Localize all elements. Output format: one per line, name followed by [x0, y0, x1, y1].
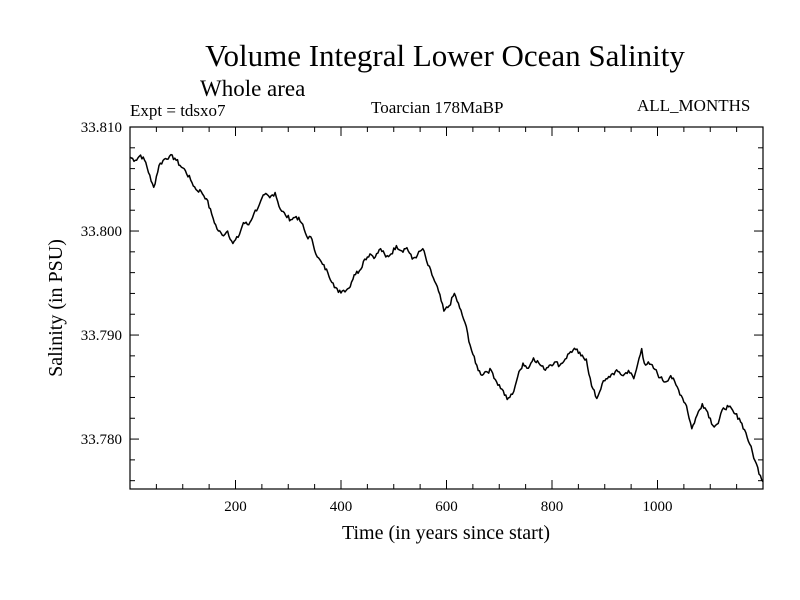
model-label: Toarcian 178MaBP	[371, 98, 504, 117]
x-tick-label: 200	[224, 499, 247, 515]
x-tick-label: 400	[330, 499, 353, 515]
x-axis-title: Time (in years since start)	[342, 522, 550, 544]
y-tick-label: 33.790	[81, 328, 122, 344]
y-tick-label: 33.810	[81, 120, 122, 136]
x-tick-label: 800	[541, 499, 564, 515]
y-axis-title: Salinity (in PSU)	[45, 239, 67, 377]
plot-frame	[129, 126, 764, 490]
x-tick-labels: 200 400 600 800 1000	[224, 499, 672, 515]
x-tick-label: 1000	[643, 499, 673, 515]
y-tick-label: 33.800	[81, 224, 122, 240]
tick-marks	[130, 126, 763, 489]
experiment-label: Expt = tdsxo7	[130, 101, 226, 120]
period-label: ALL_MONTHS	[637, 96, 751, 115]
chart-title: Volume Integral Lower Ocean Salinity	[205, 38, 685, 73]
chart-subtitle: Whole area	[200, 76, 306, 101]
salinity-series-line	[129, 153, 764, 483]
x-tick-label: 600	[435, 499, 458, 515]
y-tick-label: 33.780	[81, 432, 122, 448]
series-group	[129, 153, 764, 483]
y-tick-labels: 33.780 33.790 33.800 33.810	[81, 120, 122, 448]
